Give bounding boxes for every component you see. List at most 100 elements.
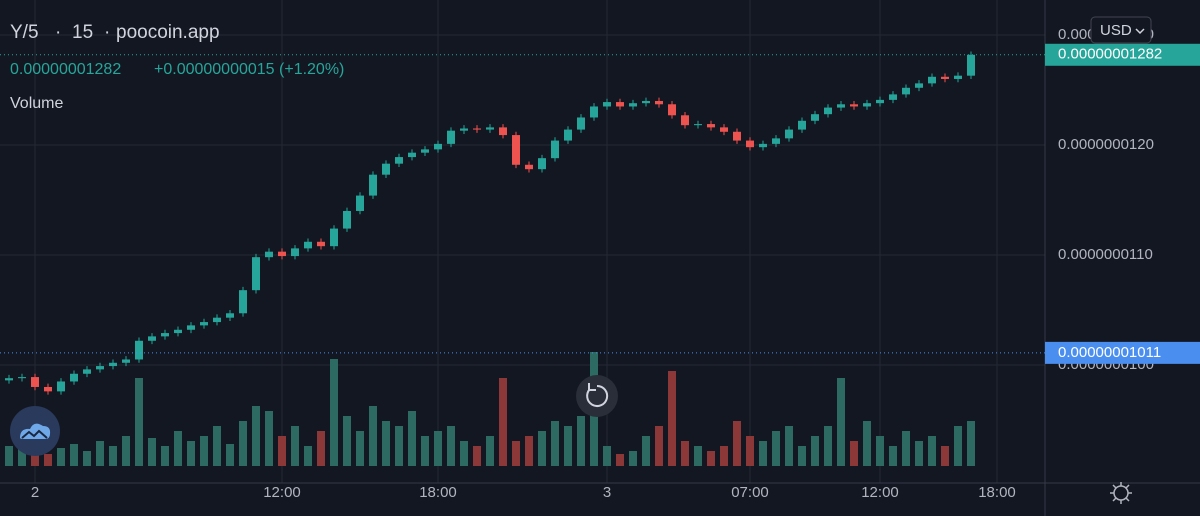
candle-body xyxy=(590,106,598,118)
reset-arrow[interactable] xyxy=(588,383,596,391)
volume-bar xyxy=(96,441,104,466)
logo-button[interactable] xyxy=(10,406,60,456)
volume-bar xyxy=(538,431,546,466)
candle-body xyxy=(863,103,871,107)
x-tick-label: 12:00 xyxy=(861,484,899,501)
volume-bar xyxy=(551,421,559,466)
volume-bar xyxy=(876,436,884,466)
currency-button-bg[interactable] xyxy=(1090,16,1152,44)
volume-bar xyxy=(759,441,767,466)
candle-body xyxy=(369,174,377,196)
volume-bar xyxy=(707,451,715,466)
volume-bar xyxy=(460,441,468,466)
volume-bar xyxy=(148,438,156,466)
candle-body xyxy=(83,369,91,374)
settings-button[interactable] xyxy=(1110,482,1132,504)
candle-body xyxy=(720,127,728,132)
volume-label: Volume xyxy=(10,95,63,112)
candle-body xyxy=(408,152,416,158)
candle-body xyxy=(109,362,117,367)
volume-bar xyxy=(837,378,845,466)
candle-body xyxy=(941,76,949,79)
volume-bar xyxy=(694,446,702,466)
candle-body xyxy=(330,228,338,247)
volume-bar xyxy=(915,441,923,466)
candle-body xyxy=(57,381,65,392)
volume-bar xyxy=(343,416,351,466)
candle-body xyxy=(915,83,923,88)
candle-body xyxy=(291,248,299,257)
grid xyxy=(0,0,1045,483)
volume-bar xyxy=(161,446,169,466)
volume-bar xyxy=(70,444,78,466)
candle-body xyxy=(265,251,273,258)
candle-body xyxy=(460,128,468,131)
volume-bar xyxy=(902,431,910,466)
candle-body xyxy=(434,143,442,150)
candle-body xyxy=(850,104,858,107)
candle-body xyxy=(278,251,286,257)
volume-bar xyxy=(369,406,377,466)
volume-bar xyxy=(83,451,91,466)
x-tick-label: 07:00 xyxy=(731,484,769,501)
volume-bar xyxy=(226,444,234,466)
volume-bar xyxy=(941,446,949,466)
candle-body xyxy=(577,117,585,130)
reset-button[interactable] xyxy=(576,375,618,417)
volume-bar xyxy=(603,446,611,466)
symbol: Y/5 xyxy=(10,22,39,43)
volume-bar xyxy=(356,431,364,466)
candle-body xyxy=(551,140,559,159)
candle-body xyxy=(382,163,390,175)
currency-button[interactable]: USD xyxy=(1090,16,1152,44)
x-tick-label: 18:00 xyxy=(419,484,457,501)
candle-body xyxy=(343,210,351,229)
volume-bar xyxy=(291,426,299,466)
volume-bar xyxy=(317,431,325,466)
candle-body xyxy=(70,373,78,382)
reset-icon[interactable] xyxy=(586,384,609,407)
x-tick-label: 12:00 xyxy=(263,484,301,501)
volume-bar xyxy=(239,421,247,466)
reset-bg[interactable] xyxy=(576,375,618,417)
volume-bar xyxy=(213,426,221,466)
settings-spokes[interactable] xyxy=(1110,482,1132,504)
logo-mountain[interactable] xyxy=(21,429,48,439)
volume-bar xyxy=(304,446,312,466)
volume-bar xyxy=(44,454,52,466)
interval: 15 xyxy=(72,22,93,43)
volume-bar xyxy=(5,446,13,466)
volume-bar xyxy=(525,436,533,466)
candle-body xyxy=(655,100,663,105)
volume-bar xyxy=(57,448,65,466)
candle-body xyxy=(356,195,364,211)
candle-body xyxy=(824,107,832,115)
candle-body xyxy=(772,138,780,144)
dropdown-icon[interactable] xyxy=(1135,28,1145,35)
candle-body xyxy=(252,257,260,291)
candle-body xyxy=(746,140,754,148)
candle-body xyxy=(213,317,221,323)
volume-bar xyxy=(109,446,117,466)
candle-body xyxy=(18,377,26,379)
candle-body xyxy=(499,127,507,136)
candle-body xyxy=(629,103,637,107)
candle-body xyxy=(733,131,741,141)
volume-bar xyxy=(421,436,429,466)
volume-bar xyxy=(200,436,208,466)
volume-bar xyxy=(564,426,572,466)
change-text: +0.00000000015 (+1.20%) xyxy=(154,61,344,78)
separator: · xyxy=(55,22,61,43)
candle-body xyxy=(122,359,130,363)
volume-bar xyxy=(733,421,741,466)
volume-bar xyxy=(785,426,793,466)
y-tick-label: 0.0000000120 xyxy=(1058,136,1154,153)
currency[interactable]: USD xyxy=(1100,22,1132,39)
volume-bar xyxy=(512,441,520,466)
volume-bar xyxy=(850,441,858,466)
volume-bar xyxy=(811,436,819,466)
volume-bar xyxy=(265,411,273,466)
candle-body xyxy=(486,127,494,130)
volume-bar xyxy=(863,421,871,466)
